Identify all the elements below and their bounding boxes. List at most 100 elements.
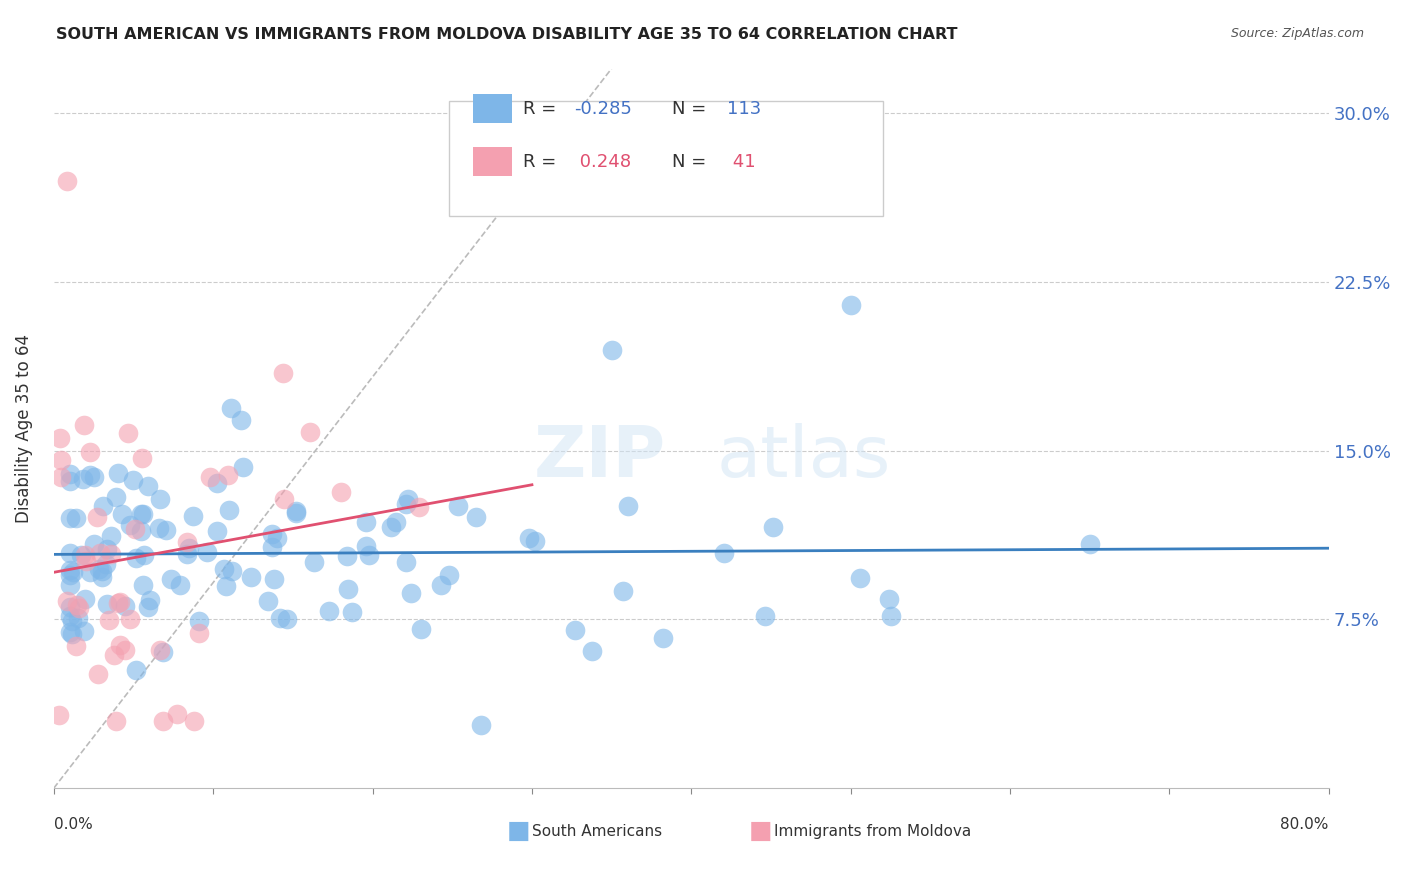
Point <box>166 706 188 721</box>
Point <box>188 614 211 628</box>
Point <box>713 546 735 560</box>
FancyBboxPatch shape <box>474 147 512 176</box>
Point <box>87 667 110 681</box>
Point <box>218 503 240 517</box>
Point <box>60 627 83 641</box>
Point <box>600 343 623 357</box>
Point <box>59 578 82 592</box>
Point <box>79 468 101 483</box>
Y-axis label: Disability Age 35 to 64: Disability Age 35 to 64 <box>15 334 32 523</box>
Point <box>302 555 325 569</box>
Point <box>59 563 82 577</box>
Point <box>271 366 294 380</box>
Point <box>232 459 254 474</box>
Point <box>149 491 172 506</box>
Text: 80.0%: 80.0% <box>1281 817 1329 832</box>
Point <box>103 648 125 663</box>
Text: 41: 41 <box>727 153 755 171</box>
Point <box>564 624 586 638</box>
Point <box>100 529 122 543</box>
Point <box>125 550 148 565</box>
Text: R =: R = <box>523 100 562 118</box>
Point <box>337 582 360 597</box>
Point <box>329 485 352 500</box>
Point <box>176 547 198 561</box>
Point <box>357 549 380 563</box>
Point <box>55 174 77 188</box>
Point <box>148 521 170 535</box>
Point <box>169 577 191 591</box>
Point <box>73 548 96 562</box>
Point <box>114 599 136 613</box>
Point <box>107 596 129 610</box>
Text: N =: N = <box>672 153 713 171</box>
Point <box>318 604 340 618</box>
Point <box>148 643 170 657</box>
FancyBboxPatch shape <box>474 95 512 123</box>
Point <box>754 608 776 623</box>
Point <box>60 615 83 629</box>
Point <box>160 572 183 586</box>
Point <box>839 298 862 312</box>
Point <box>187 626 209 640</box>
Text: R =: R = <box>523 153 562 171</box>
Point <box>89 546 111 560</box>
Point <box>108 638 131 652</box>
Point <box>581 644 603 658</box>
Point <box>59 511 82 525</box>
Point <box>195 545 218 559</box>
Point <box>59 624 82 639</box>
Point <box>96 597 118 611</box>
Point <box>612 584 634 599</box>
Point <box>762 520 785 534</box>
Point <box>87 562 110 576</box>
Point <box>447 500 470 514</box>
Point <box>152 714 174 728</box>
Point <box>121 473 143 487</box>
Point <box>176 535 198 549</box>
Text: ZIP: ZIP <box>533 423 666 491</box>
Point <box>616 499 638 513</box>
Point <box>75 554 97 568</box>
Point <box>132 578 155 592</box>
Text: 0.248: 0.248 <box>574 153 631 171</box>
Point <box>70 549 93 563</box>
Point <box>284 504 307 518</box>
Point <box>652 631 675 645</box>
Point <box>273 491 295 506</box>
Point <box>104 490 127 504</box>
Point <box>354 515 377 529</box>
Point <box>198 470 221 484</box>
Point <box>276 612 298 626</box>
Point <box>83 537 105 551</box>
Text: SOUTH AMERICAN VS IMMIGRANTS FROM MOLDOVA DISABILITY AGE 35 TO 64 CORRELATION CH: SOUTH AMERICAN VS IMMIGRANTS FROM MOLDOV… <box>56 27 957 42</box>
Point <box>73 417 96 432</box>
Point <box>51 470 73 484</box>
Point <box>464 510 486 524</box>
Point <box>65 511 87 525</box>
Point <box>94 557 117 571</box>
Text: 0.0%: 0.0% <box>53 817 93 832</box>
Text: 113: 113 <box>727 100 761 118</box>
Point <box>59 609 82 624</box>
Point <box>118 612 141 626</box>
Point <box>110 595 132 609</box>
Point <box>181 509 204 524</box>
Point <box>91 499 114 513</box>
Point <box>399 585 422 599</box>
Point <box>136 479 159 493</box>
Point <box>396 491 419 506</box>
Text: Source: ZipAtlas.com: Source: ZipAtlas.com <box>1230 27 1364 40</box>
Text: South Americans: South Americans <box>531 824 662 838</box>
Point <box>298 425 321 439</box>
Point <box>59 467 82 481</box>
Point <box>59 546 82 560</box>
Point <box>183 714 205 728</box>
Point <box>98 613 121 627</box>
Point <box>408 500 430 515</box>
Point <box>880 608 903 623</box>
Point <box>517 531 540 545</box>
Point <box>107 467 129 481</box>
Point <box>212 562 235 576</box>
Text: Immigrants from Moldova: Immigrants from Moldova <box>775 824 972 838</box>
